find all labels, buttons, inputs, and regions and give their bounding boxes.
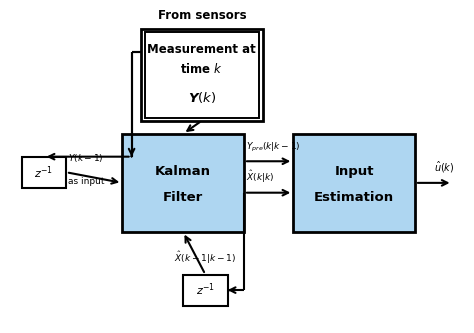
Text: $z^{-1}$: $z^{-1}$ [196, 282, 215, 298]
Bar [21, 157, 66, 188]
Text: time $k$: time $k$ [180, 62, 223, 76]
Text: $\hat{X}(k-1|k-1)$: $\hat{X}(k-1|k-1)$ [174, 250, 236, 266]
Text: as input: as input [68, 177, 105, 186]
Text: $\hat{X}(k|k)$: $\hat{X}(k|k)$ [246, 169, 274, 185]
Text: Filter: Filter [163, 191, 203, 204]
Text: From sensors: From sensors [157, 9, 246, 22]
Text: $z^{-1}$: $z^{-1}$ [34, 164, 54, 180]
Text: Measurement at: Measurement at [147, 43, 256, 56]
Bar [122, 134, 244, 232]
Bar [145, 32, 258, 118]
Bar [141, 29, 263, 121]
Text: Input: Input [334, 165, 374, 177]
Text: $\boldsymbol{Y}(k)$: $\boldsymbol{Y}(k)$ [188, 90, 216, 105]
Text: $Y_{pre}(k|k-1)$: $Y_{pre}(k|k-1)$ [246, 141, 301, 154]
Text: $Y(k-1)$: $Y(k-1)$ [68, 152, 104, 164]
Text: $\hat{u}(k)$: $\hat{u}(k)$ [434, 160, 455, 175]
Text: Kalman: Kalman [155, 165, 211, 177]
Bar [183, 274, 228, 306]
Text: Estimation: Estimation [314, 191, 394, 204]
Bar [293, 134, 415, 232]
